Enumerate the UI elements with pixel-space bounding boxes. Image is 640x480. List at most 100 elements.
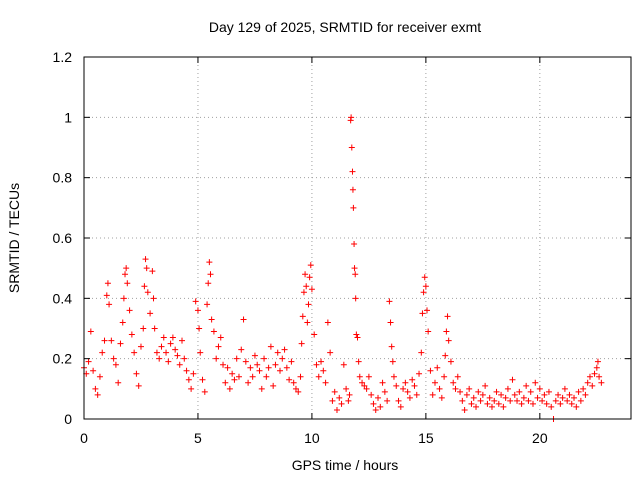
data-point	[283, 364, 290, 371]
data-point	[559, 394, 566, 401]
data-point	[302, 271, 309, 278]
data-point	[370, 400, 377, 407]
data-point	[247, 364, 254, 371]
data-point	[133, 370, 140, 377]
data-point	[338, 400, 345, 407]
data-point	[365, 373, 372, 380]
data-point	[349, 168, 356, 175]
data-point	[94, 391, 101, 398]
data-point	[165, 358, 172, 365]
data-point	[457, 388, 464, 395]
data-point	[548, 403, 555, 410]
data-point	[267, 343, 274, 350]
data-point	[153, 349, 160, 356]
y-tick-label: 1	[64, 109, 72, 125]
data-point	[352, 271, 359, 278]
data-point	[85, 358, 92, 365]
data-point	[445, 337, 452, 344]
x-tick-label: 0	[80, 430, 88, 446]
data-point	[404, 388, 411, 395]
data-point	[493, 388, 500, 395]
data-point	[557, 400, 564, 407]
data-point	[593, 364, 600, 371]
data-point	[400, 385, 407, 392]
data-point	[377, 403, 384, 410]
data-point	[235, 373, 242, 380]
data-point	[313, 361, 320, 368]
data-point	[307, 262, 314, 269]
data-points	[81, 114, 605, 422]
data-point	[176, 361, 183, 368]
data-point	[156, 355, 163, 362]
data-point	[181, 355, 188, 362]
data-point	[447, 358, 454, 365]
data-point	[386, 298, 393, 305]
data-point	[379, 379, 386, 386]
data-point	[523, 382, 530, 389]
data-point	[438, 394, 445, 401]
data-point	[192, 298, 199, 305]
data-point	[119, 319, 126, 326]
data-point	[308, 286, 315, 293]
y-tick-label: 0.8	[53, 170, 73, 186]
data-point	[529, 400, 536, 407]
data-point	[514, 397, 521, 404]
data-point	[305, 301, 312, 308]
data-point	[147, 310, 154, 317]
data-point	[245, 379, 252, 386]
data-point	[498, 391, 505, 398]
data-point	[303, 283, 310, 290]
data-point	[141, 283, 148, 290]
data-point	[249, 373, 256, 380]
data-point	[108, 337, 115, 344]
data-point	[279, 355, 286, 362]
data-point	[281, 346, 288, 353]
data-point	[143, 265, 150, 272]
data-point	[149, 268, 156, 275]
data-point	[300, 289, 307, 296]
x-tick-label: 5	[194, 430, 202, 446]
data-point	[473, 403, 480, 410]
y-tick-label: 0.2	[53, 351, 73, 367]
axis-ticks: 0 0.2 0.4 0.6 0.8 1 1.2 0 5 10 15 20	[53, 49, 631, 446]
data-point	[419, 310, 426, 317]
data-point	[217, 334, 224, 341]
data-point	[422, 283, 429, 290]
data-point	[349, 186, 356, 193]
data-point	[545, 388, 552, 395]
data-point	[206, 259, 213, 266]
data-point	[311, 331, 318, 338]
data-point	[564, 397, 571, 404]
data-point	[468, 400, 475, 407]
data-point	[101, 337, 108, 344]
data-point	[525, 397, 532, 404]
data-point	[411, 382, 418, 389]
data-point	[220, 361, 227, 368]
data-point	[520, 394, 527, 401]
data-point	[263, 373, 270, 380]
data-point	[231, 376, 238, 383]
data-point	[351, 265, 358, 272]
data-point	[375, 394, 382, 401]
data-point	[242, 358, 249, 365]
data-point	[185, 376, 192, 383]
data-point	[491, 397, 498, 404]
data-point	[238, 346, 245, 353]
data-point	[381, 388, 388, 395]
data-point	[450, 379, 457, 386]
data-point	[288, 358, 295, 365]
data-point	[207, 271, 214, 278]
data-point	[215, 343, 222, 350]
data-point	[459, 397, 466, 404]
data-point	[208, 316, 215, 323]
data-point	[172, 346, 179, 353]
data-point	[163, 349, 170, 356]
data-point	[343, 385, 350, 392]
data-point	[122, 271, 129, 278]
data-point	[475, 388, 482, 395]
data-point	[196, 325, 203, 332]
data-point	[160, 334, 167, 341]
data-point	[205, 280, 212, 287]
y-tick-label: 0	[64, 411, 72, 427]
data-point	[397, 403, 404, 410]
